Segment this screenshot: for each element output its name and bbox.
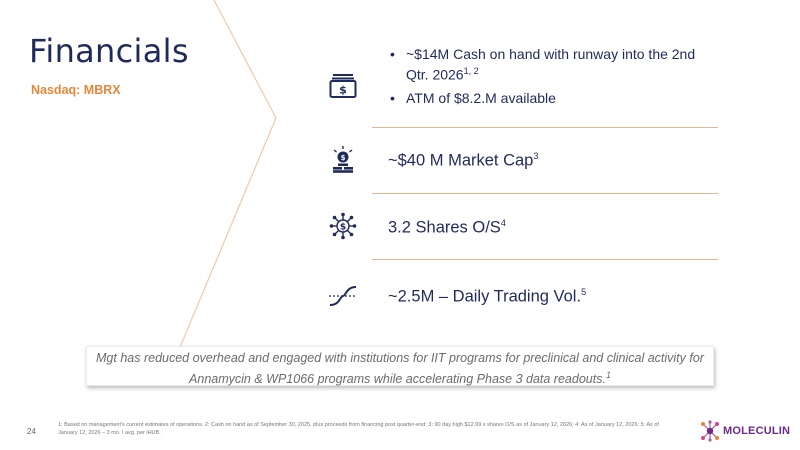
company-logo: MOLECULIN [699, 420, 790, 442]
logo-text: MOLECULIN [723, 425, 791, 437]
ticker-label: Nasdaq: MBRX [31, 83, 121, 97]
page-title: Financials [29, 32, 189, 70]
cash-icon: $ [329, 74, 357, 98]
cash-row: $ [322, 68, 718, 104]
trend-curve-icon [329, 286, 357, 306]
svg-text:$: $ [340, 223, 346, 233]
atm-bullet: ATM of $8.2.M available [388, 90, 708, 107]
coin-stack-icon: $ [333, 146, 353, 173]
volume-text: ~2.5M – Daily Trading Vol.5 [388, 287, 587, 306]
cash-bullet: ~$14M Cash on hand with runway into the … [388, 46, 708, 84]
cash-bullets: ~$14M Cash on hand with runway into the … [388, 46, 708, 107]
divider [372, 193, 718, 194]
svg-text:$: $ [341, 154, 346, 162]
network-dollar-icon: $ [329, 212, 357, 240]
divider [372, 259, 718, 260]
market-cap-text: ~$40 M Market Cap3 [388, 151, 539, 170]
note-box: Mgt has reduced overhead and engaged wit… [86, 346, 714, 386]
footnote: 1: Based on management's current estimat… [58, 422, 659, 436]
svg-text:$: $ [339, 84, 347, 97]
molecule-logo-icon [701, 420, 719, 442]
page-number: 24 [27, 427, 36, 436]
divider [372, 127, 718, 128]
shares-text: 3.2 Shares O/S4 [388, 218, 506, 237]
